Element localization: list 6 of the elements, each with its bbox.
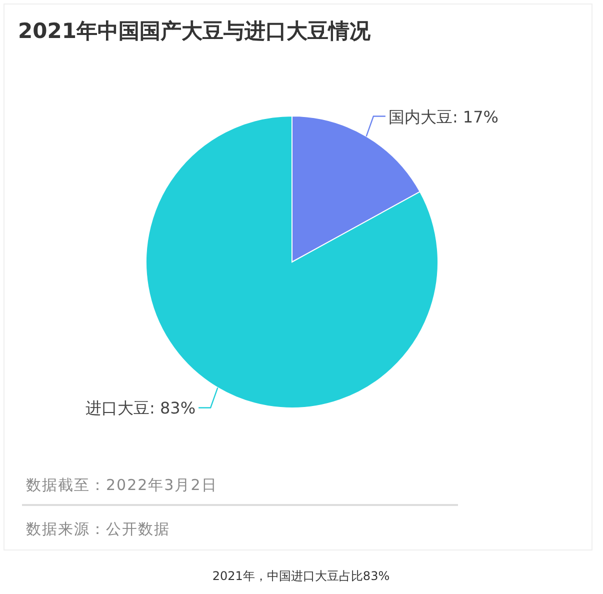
text: 2021年，中国进口大豆占比83% bbox=[212, 569, 390, 583]
chart-title: 2021年中国国产大豆与进口大豆情况 bbox=[18, 19, 372, 43]
text: 数据截至：2022年3月2日 bbox=[26, 476, 218, 494]
slice-label: 国内大豆: 17% bbox=[388, 107, 498, 126]
source-note: 数据来源：公开数据 bbox=[26, 520, 170, 538]
slice-label: 进口大豆: 83% bbox=[86, 398, 196, 418]
